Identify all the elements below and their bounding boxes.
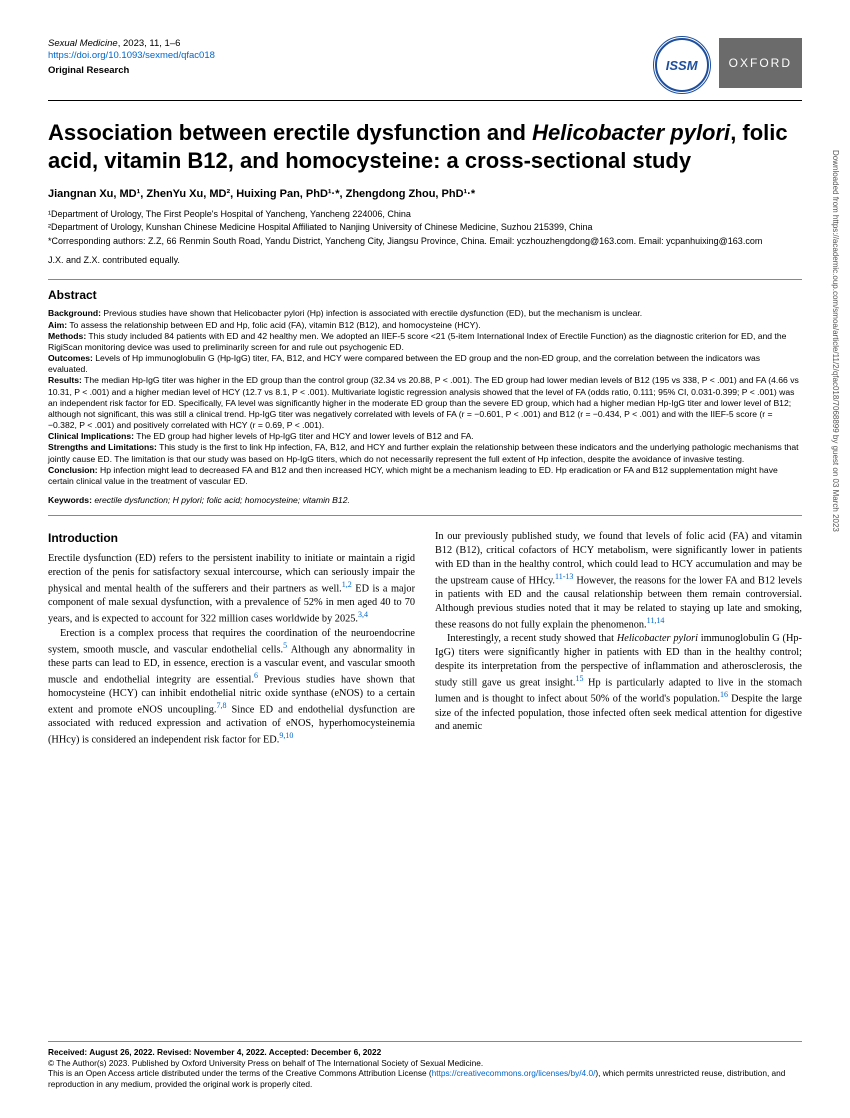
author-list: Jiangnan Xu, MD¹, ZhenYu Xu, MD², Huixin… (48, 188, 802, 200)
right-column: In our previously published study, we fo… (435, 530, 802, 747)
abs-results-label: Results: (48, 375, 82, 385)
license-text: This is an Open Access article distribut… (48, 1068, 802, 1090)
affiliation-1: ¹Department of Urology, The First People… (48, 208, 802, 220)
ref-1-2[interactable]: 1,2 (342, 580, 352, 589)
abs-background: Previous studies have shown that Helicob… (101, 308, 642, 318)
abs-aim-label: Aim: (48, 320, 67, 330)
intro-p4-italic: Helicobacter pylori (617, 633, 698, 644)
introduction-heading: Introduction (48, 530, 415, 546)
license-pre: This is an Open Access article distribut… (48, 1068, 432, 1078)
journal-citation: Sexual Medicine, 2023, 11, 1–6 (48, 38, 215, 50)
keywords-label: Keywords: (48, 495, 92, 505)
article-title: Association between erectile dysfunction… (48, 119, 802, 174)
download-sidebar: Downloaded from https://academic.oup.com… (831, 150, 840, 532)
affiliation-2: ²Department of Urology, Kunshan Chinese … (48, 221, 802, 233)
intro-p1: Erectile dysfunction (ED) refers to the … (48, 552, 415, 626)
abstract-divider-bottom (48, 515, 802, 516)
title-italic: Helicobacter pylori (532, 120, 730, 145)
intro-p3: In our previously published study, we fo… (435, 530, 802, 632)
abs-clinimpl: The ED group had higher levels of Hp-IgG… (134, 431, 474, 441)
intro-p2: Erection is a complex process that requi… (48, 627, 415, 748)
journal-name: Sexual Medicine (48, 38, 118, 49)
abs-clinimpl-label: Clinical Implications: (48, 431, 134, 441)
abs-methods-label: Methods: (48, 331, 86, 341)
abs-background-label: Background: (48, 308, 101, 318)
issm-logo-icon: ISSM (655, 38, 709, 92)
header-meta: Sexual Medicine, 2023, 11, 1–6 https://d… (48, 38, 215, 77)
copyright-text: © The Author(s) 2023. Published by Oxfor… (48, 1058, 802, 1069)
received-text: Received: August 26, 2022. Revised: Nove… (48, 1047, 381, 1057)
abs-outcomes: Levels of Hp immunoglobulin G (Hp-IgG) t… (48, 353, 760, 374)
ref-7-8[interactable]: 7,8 (216, 701, 226, 710)
abstract-body: Background: Previous studies have shown … (48, 308, 802, 487)
ref-11-14[interactable]: 11,14 (647, 616, 665, 625)
header-divider (48, 100, 802, 101)
abs-conclusion: Hp infection might lead to decreased FA … (48, 465, 778, 486)
ref-3-4[interactable]: 3,4 (358, 610, 368, 619)
corresponding-authors: *Corresponding authors: Z.Z, 66 Renmin S… (48, 235, 802, 247)
abs-strengths: This study is the first to link Hp infec… (48, 442, 799, 463)
intro-p4: Interestingly, a recent study showed tha… (435, 632, 802, 734)
citation-text: , 2023, 11, 1–6 (118, 38, 181, 49)
ref-9-10[interactable]: 9,10 (279, 731, 293, 740)
ref-11-13[interactable]: 11-13 (555, 572, 573, 581)
keywords-text: erectile dysfunction; H pylori; folic ac… (92, 495, 350, 505)
abs-results: The median Hp-IgG titer was higher in th… (48, 375, 799, 430)
contribution-note: J.X. and Z.X. contributed equally. (48, 255, 802, 265)
left-column: Introduction Erectile dysfunction (ED) r… (48, 530, 415, 747)
abstract-divider-top (48, 279, 802, 280)
ref-16[interactable]: 16 (720, 690, 728, 699)
received-dates: Received: August 26, 2022. Revised: Nove… (48, 1047, 802, 1058)
abs-methods: This study included 84 patients with ED … (48, 331, 786, 352)
license-link[interactable]: https://creativecommons.org/licenses/by/… (432, 1068, 596, 1078)
page-header: Sexual Medicine, 2023, 11, 1–6 https://d… (48, 38, 802, 92)
abstract-heading: Abstract (48, 288, 802, 302)
article-category: Original Research (48, 65, 215, 77)
oxford-logo-icon: OXFORD (719, 38, 802, 88)
intro-p4a: Interestingly, a recent study showed tha… (447, 633, 617, 644)
keywords-line: Keywords: erectile dysfunction; H pylori… (48, 495, 802, 505)
page-footer: Received: August 26, 2022. Revised: Nove… (48, 1041, 802, 1090)
doi-link[interactable]: https://doi.org/10.1093/sexmed/qfac018 (48, 50, 215, 61)
header-badges: ISSM OXFORD (655, 38, 802, 92)
abs-outcomes-label: Outcomes: (48, 353, 93, 363)
abs-aim: To assess the relationship between ED an… (67, 320, 481, 330)
body-columns: Introduction Erectile dysfunction (ED) r… (48, 530, 802, 747)
abs-conclusion-label: Conclusion: (48, 465, 98, 475)
title-pre: Association between erectile dysfunction… (48, 120, 532, 145)
abs-strengths-label: Strengths and Limitations: (48, 442, 157, 452)
